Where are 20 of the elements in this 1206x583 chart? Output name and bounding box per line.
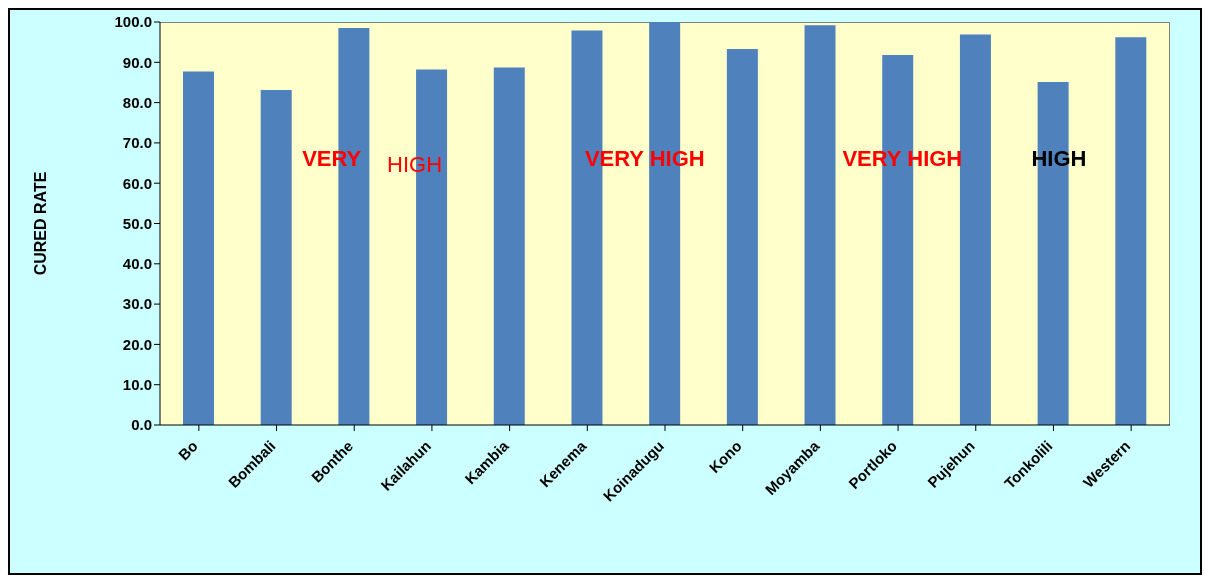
y-tick-label: 70.0 [122, 134, 152, 152]
x-tick-label: Bo [174, 437, 201, 464]
bar [493, 67, 525, 425]
y-tick-label: 50.0 [122, 214, 152, 232]
y-tick-label: 60.0 [122, 174, 152, 192]
y-tick-label: 0.0 [131, 416, 152, 434]
bar [726, 49, 758, 425]
bar [959, 34, 991, 425]
y-tick-label: 90.0 [122, 53, 152, 71]
y-axis-title: CURED RATE [31, 171, 49, 276]
bar [183, 71, 214, 425]
bar [804, 25, 836, 425]
y-tick-label: 10.0 [122, 376, 152, 394]
bar [260, 90, 292, 425]
y-tick-label: 30.0 [122, 295, 152, 313]
y-tick-label: 100.0 [114, 13, 152, 31]
y-tick-label: 20.0 [122, 335, 152, 353]
bar [1115, 37, 1147, 425]
y-tick-label: 80.0 [122, 93, 152, 111]
y-tick-label: 40.0 [122, 255, 152, 273]
